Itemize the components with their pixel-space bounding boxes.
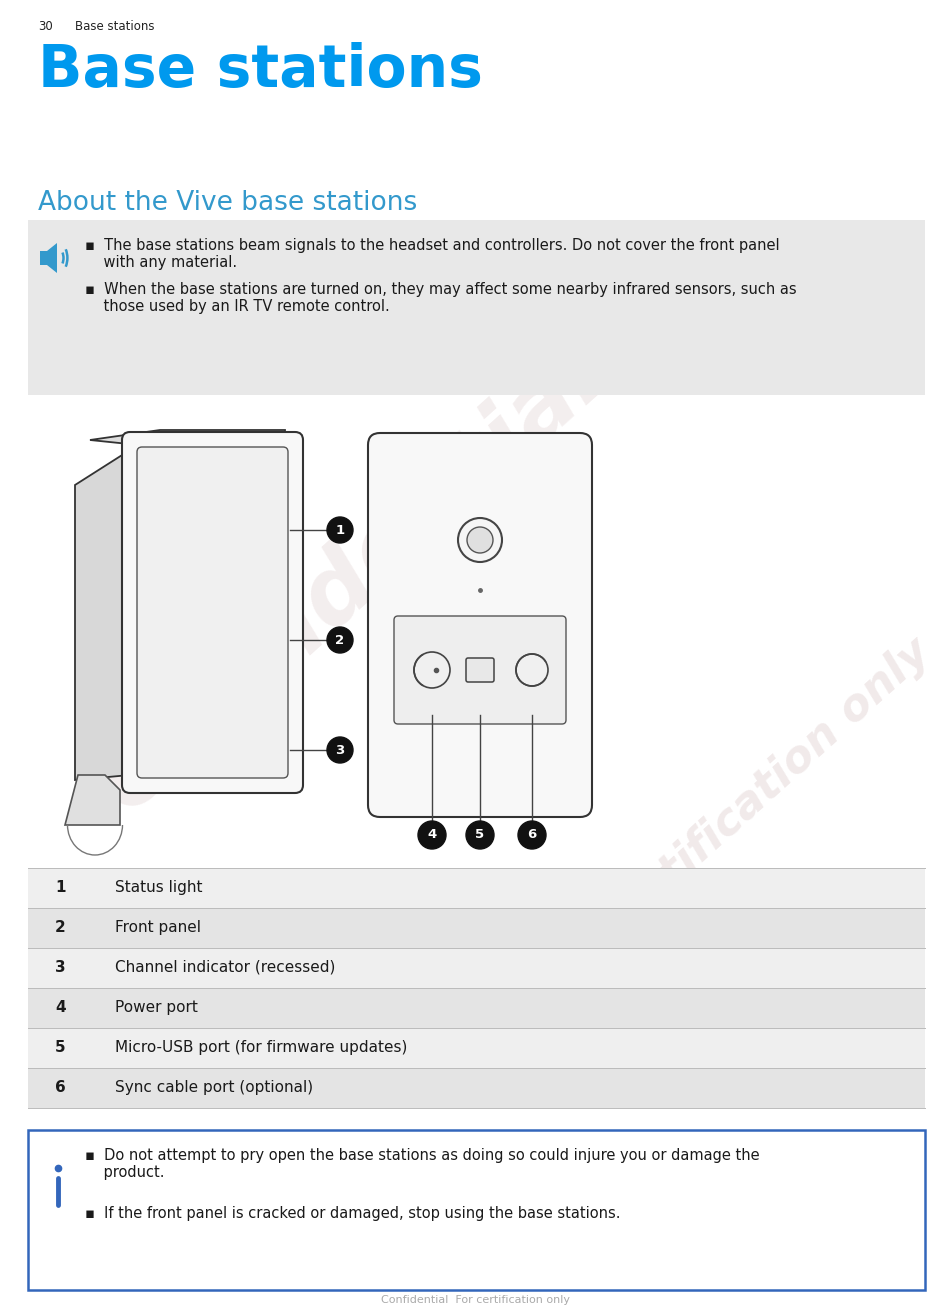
Circle shape — [327, 737, 352, 763]
Polygon shape — [40, 243, 57, 274]
Text: Base stations: Base stations — [75, 20, 154, 33]
FancyBboxPatch shape — [28, 1068, 924, 1107]
Text: Status light: Status light — [115, 880, 202, 895]
FancyBboxPatch shape — [28, 988, 924, 1028]
Text: product.: product. — [85, 1165, 165, 1179]
Text: 2: 2 — [335, 634, 345, 647]
Polygon shape — [75, 450, 129, 780]
Circle shape — [466, 821, 493, 850]
Text: Micro-USB port (for firmware updates): Micro-USB port (for firmware updates) — [115, 1039, 407, 1055]
Circle shape — [518, 821, 545, 850]
Text: 5: 5 — [55, 1039, 66, 1055]
Polygon shape — [65, 775, 120, 825]
Text: About the Vive base stations: About the Vive base stations — [38, 190, 417, 216]
Text: 2: 2 — [55, 920, 66, 935]
FancyBboxPatch shape — [466, 658, 493, 682]
Text: ▪  If the front panel is cracked or damaged, stop using the base stations.: ▪ If the front panel is cracked or damag… — [85, 1206, 620, 1221]
Text: 1: 1 — [55, 880, 66, 895]
Text: Channel indicator (recessed): Channel indicator (recessed) — [115, 959, 335, 975]
Text: Sync cable port (optional): Sync cable port (optional) — [115, 1080, 313, 1096]
FancyBboxPatch shape — [28, 1028, 924, 1068]
FancyBboxPatch shape — [28, 868, 924, 908]
Text: 3: 3 — [55, 959, 66, 975]
FancyBboxPatch shape — [393, 617, 565, 724]
Text: 4: 4 — [55, 1000, 66, 1014]
Text: For certification only: For certification only — [521, 630, 938, 1011]
Text: ▪  The base stations beam signals to the headset and controllers. Do not cover t: ▪ The base stations beam signals to the … — [85, 238, 779, 253]
FancyBboxPatch shape — [367, 433, 591, 817]
Text: 5: 5 — [475, 829, 484, 842]
Text: Power port: Power port — [115, 1000, 198, 1014]
FancyBboxPatch shape — [28, 1130, 924, 1289]
Circle shape — [466, 528, 492, 552]
Text: 1: 1 — [335, 524, 345, 537]
Polygon shape — [89, 429, 285, 459]
Circle shape — [418, 821, 446, 850]
Circle shape — [327, 517, 352, 543]
Text: Confidential: Confidential — [78, 329, 621, 831]
Text: 3: 3 — [335, 744, 345, 757]
Text: with any material.: with any material. — [85, 255, 237, 270]
FancyBboxPatch shape — [28, 220, 924, 395]
FancyBboxPatch shape — [122, 432, 303, 793]
FancyBboxPatch shape — [28, 948, 924, 988]
Text: 6: 6 — [55, 1080, 66, 1096]
Text: ▪  Do not attempt to pry open the base stations as doing so could injure you or : ▪ Do not attempt to pry open the base st… — [85, 1148, 759, 1162]
Text: Base stations: Base stations — [38, 42, 483, 99]
Text: Confidential  For certification only: Confidential For certification only — [381, 1295, 570, 1305]
Text: 6: 6 — [526, 829, 536, 842]
FancyBboxPatch shape — [28, 908, 924, 948]
Text: 30: 30 — [38, 20, 52, 33]
FancyBboxPatch shape — [137, 446, 288, 778]
Circle shape — [458, 518, 502, 562]
Circle shape — [413, 652, 449, 689]
Circle shape — [515, 654, 547, 686]
Text: those used by an IR TV remote control.: those used by an IR TV remote control. — [85, 298, 389, 314]
Text: 4: 4 — [426, 829, 436, 842]
Circle shape — [327, 627, 352, 653]
Text: ▪  When the base stations are turned on, they may affect some nearby infrared se: ▪ When the base stations are turned on, … — [85, 281, 796, 297]
Text: Front panel: Front panel — [115, 920, 201, 935]
